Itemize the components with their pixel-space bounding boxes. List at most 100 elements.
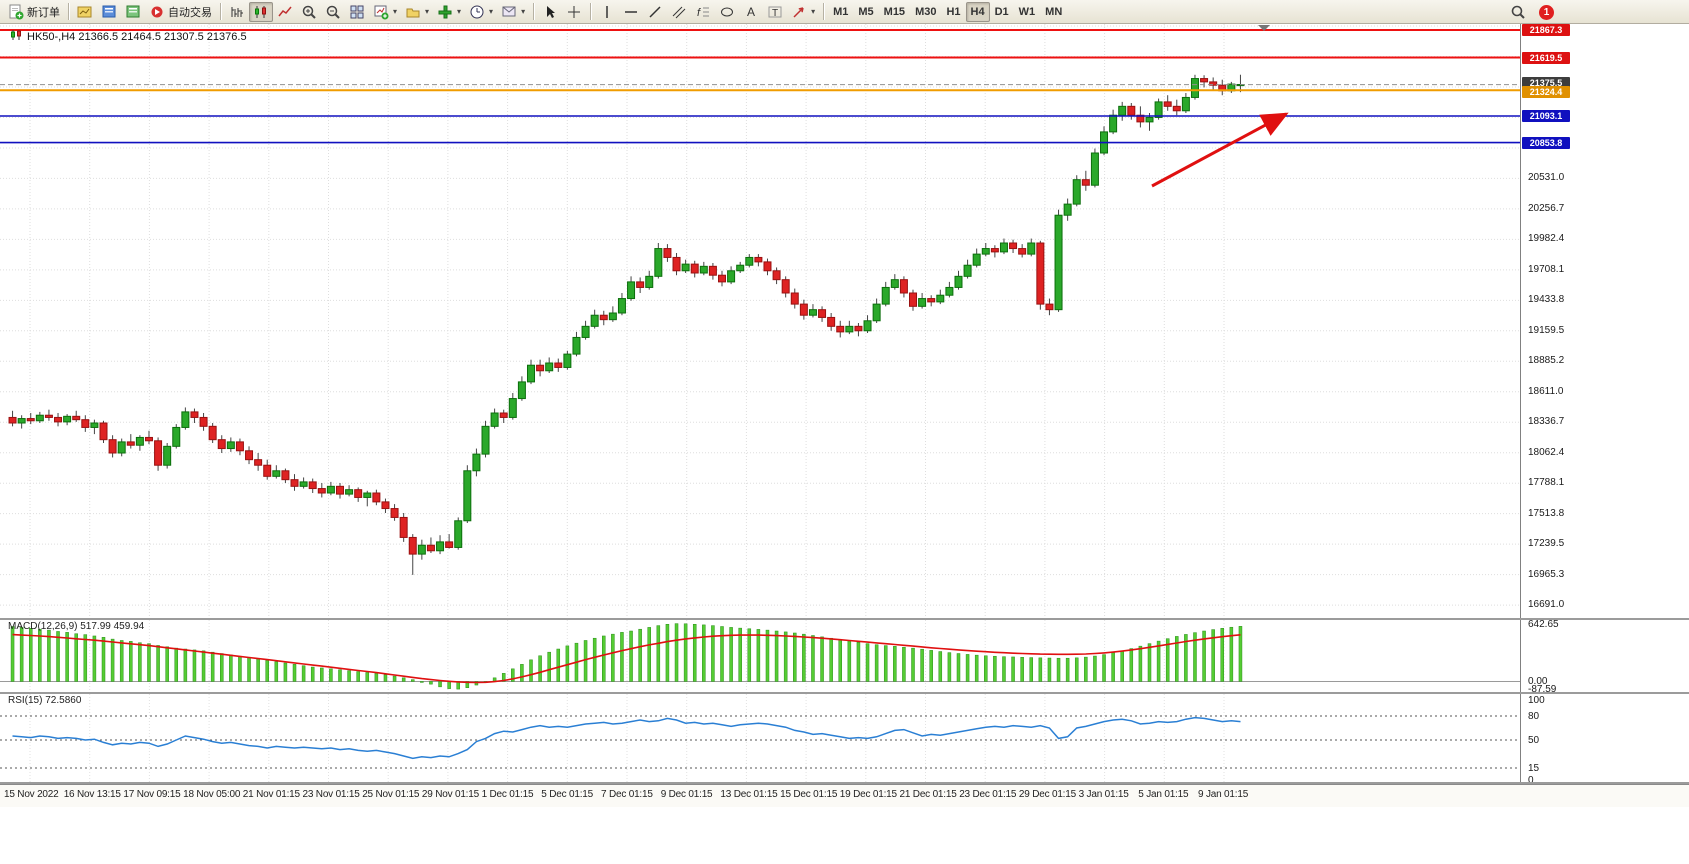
- text-icon: A: [743, 4, 759, 20]
- macd-histogram-bar: [65, 632, 69, 682]
- price-axis-label: 18885.2: [1528, 355, 1565, 367]
- candle-bearish: [854, 325, 863, 332]
- zoom-in-button[interactable]: [297, 2, 321, 22]
- chart-profiles-button[interactable]: ▾: [401, 2, 433, 22]
- macd-histogram-bar: [811, 635, 815, 682]
- timeframe-button-M30[interactable]: M30: [915, 5, 937, 18]
- shapes-button[interactable]: [715, 2, 739, 22]
- macd-panel[interactable]: [0, 620, 1520, 692]
- candle-bullish: [463, 470, 472, 522]
- price-chart-panel[interactable]: [0, 24, 1520, 618]
- bar-chart-button[interactable]: [225, 2, 249, 22]
- macd-histogram-bar: [756, 629, 761, 682]
- macd-histogram-bar: [247, 657, 251, 682]
- macd-histogram-bar: [219, 653, 224, 682]
- indicators-button[interactable]: ▾: [433, 2, 465, 22]
- time-axis-label: 19 Dec 01:15: [839, 789, 897, 800]
- macd-histogram-bar: [429, 681, 433, 685]
- equidistant-channel-button[interactable]: [667, 2, 691, 22]
- charts-cycle-button[interactable]: [73, 2, 97, 22]
- candle-bearish: [199, 416, 208, 427]
- new-chart-button[interactable]: ▾: [369, 2, 401, 22]
- new-order-button[interactable]: 新订单: [4, 2, 64, 22]
- templates-button[interactable]: ▾: [497, 2, 529, 22]
- panel-separator[interactable]: [0, 692, 1689, 694]
- candle-bearish: [1209, 81, 1218, 86]
- cursor-button[interactable]: [538, 2, 562, 22]
- candle-bullish: [436, 541, 445, 552]
- candle-bearish: [317, 488, 326, 494]
- price-axis[interactable]: 20531.0 20256.7 19982.4 19708.1 19433.8 19159…: [1520, 23, 1689, 786]
- macd-histogram-bar: [820, 636, 824, 682]
- candle-bullish: [617, 298, 626, 314]
- notification-badge[interactable]: 1: [1539, 4, 1554, 20]
- trendline-button[interactable]: [643, 2, 667, 22]
- timeframe-button-D1[interactable]: D1: [994, 5, 1009, 18]
- toolbar-separator: [823, 3, 825, 20]
- timeframe-button-W1[interactable]: W1: [1018, 5, 1036, 18]
- timeframe-button-M5[interactable]: M5: [858, 5, 874, 18]
- crosshair-button[interactable]: [562, 2, 586, 22]
- price-axis-label: 18062.4: [1528, 446, 1565, 458]
- macd-histogram-bar: [956, 653, 961, 682]
- rsi-axis-label: 80: [1528, 711, 1540, 722]
- fibonacci-button[interactable]: f: [691, 2, 715, 22]
- chart-shift-marker[interactable]: [1258, 25, 1270, 31]
- rsi-panel[interactable]: [0, 694, 1520, 782]
- dropdown-caret-icon: ▾: [521, 7, 526, 16]
- candle-bearish: [827, 316, 836, 327]
- text-label-button[interactable]: T: [763, 2, 787, 22]
- timeframe-button-MN[interactable]: MN: [1045, 5, 1063, 18]
- arrow-object[interactable]: [1151, 112, 1289, 188]
- macd-histogram-bar: [965, 654, 970, 682]
- macd-axis-label: 642.65: [1528, 618, 1559, 630]
- macd-histogram-bar: [1175, 636, 1179, 682]
- candlestick-chart-button[interactable]: [249, 1, 273, 22]
- market-watch-button[interactable]: [97, 2, 121, 22]
- candle-bullish: [172, 426, 181, 447]
- auto-trading-button[interactable]: 自动交易: [145, 2, 216, 22]
- shapes-icon: [719, 4, 735, 20]
- price-axis-label: 19159.5: [1528, 324, 1565, 336]
- svg-text:f: f: [697, 7, 701, 19]
- price-badge: 21375.5: [1522, 76, 1570, 89]
- macd-histogram-bar: [1111, 652, 1115, 682]
- tile-windows-button[interactable]: [345, 2, 369, 22]
- candle-bearish: [1045, 303, 1054, 311]
- timeframe-button-M1[interactable]: M1: [833, 5, 849, 18]
- macd-histogram-bar: [865, 643, 870, 682]
- periods-button[interactable]: ▾: [465, 2, 497, 22]
- macd-histogram-bar: [938, 651, 943, 682]
- price-axis-label: 20256.7: [1528, 202, 1565, 214]
- toolbar-separator: [590, 3, 592, 20]
- macd-histogram-bar: [1147, 643, 1152, 682]
- candle-bearish: [335, 485, 344, 495]
- time-axis-label: 29 Dec 01:15: [1018, 789, 1076, 800]
- candle-bearish: [763, 261, 772, 272]
- macd-histogram-bar: [538, 655, 542, 682]
- search-button[interactable]: [1506, 2, 1530, 22]
- macd-axis-label: -87.59: [1528, 684, 1557, 696]
- text-button[interactable]: A: [739, 2, 763, 22]
- candle-bullish: [563, 353, 572, 368]
- macd-histogram-bar: [465, 681, 470, 688]
- zoom-out-button[interactable]: [321, 2, 345, 22]
- timeframe-button-H4[interactable]: H4: [965, 1, 990, 22]
- timeframe-button-M15[interactable]: M15: [883, 5, 906, 18]
- line-chart-button[interactable]: [273, 2, 297, 22]
- price-axis-label: 16965.3: [1528, 568, 1565, 580]
- macd-histogram-bar: [1229, 626, 1234, 682]
- candle-bearish: [790, 292, 799, 305]
- arrows-button[interactable]: ▾: [787, 2, 819, 22]
- price-axis-label: 19708.1: [1528, 263, 1565, 275]
- search-icon: [1510, 4, 1526, 20]
- svg-text:T: T: [772, 8, 778, 19]
- panel-separator[interactable]: [0, 782, 1689, 784]
- horizontal-line-button[interactable]: [619, 2, 643, 22]
- timeframe-button-H1[interactable]: H1: [946, 5, 961, 18]
- data-window-button[interactable]: [121, 2, 145, 22]
- panel-separator[interactable]: [0, 618, 1689, 620]
- vertical-line-button[interactable]: [595, 2, 619, 22]
- time-axis[interactable]: 15 Nov 2022 16 Nov 13:15 17 Nov 09:15 18 No…: [0, 784, 1689, 807]
- macd-histogram-bar: [738, 627, 742, 682]
